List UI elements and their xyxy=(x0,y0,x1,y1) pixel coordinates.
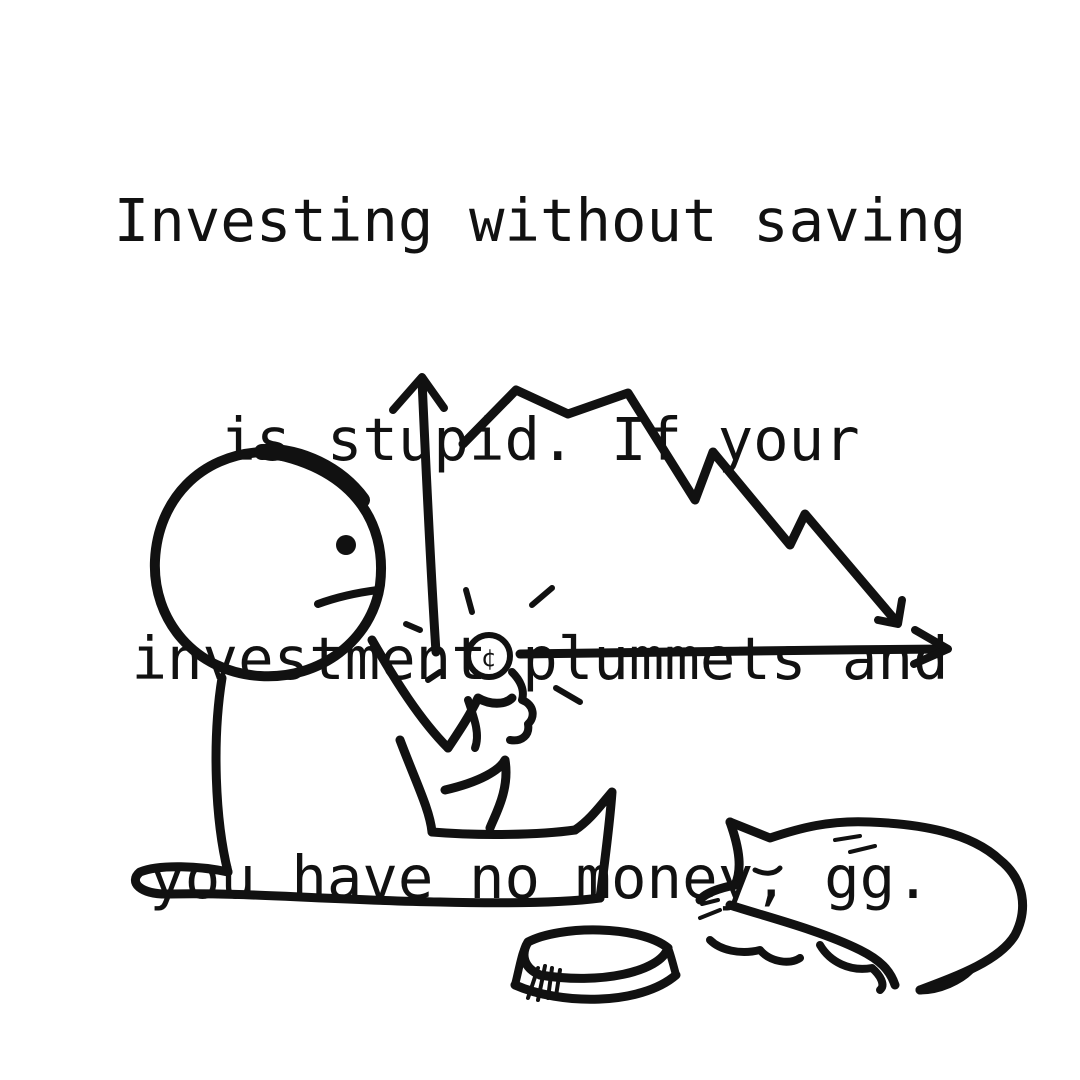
caption-line-2: is stupid. If your xyxy=(220,405,860,474)
person-head xyxy=(149,443,386,682)
coin-cent-symbol: ¢ xyxy=(481,644,496,672)
coin: ¢ xyxy=(403,585,583,705)
sleeping-cat xyxy=(695,817,1028,995)
pet-bowl xyxy=(510,925,681,1004)
chart-axes xyxy=(389,373,952,668)
person-body xyxy=(131,673,617,908)
person-arm xyxy=(367,635,537,753)
person-frown xyxy=(314,586,382,608)
plummet-trend-line xyxy=(458,385,900,625)
person-eye xyxy=(336,535,356,555)
trend-arrowhead xyxy=(874,596,906,628)
caption-line-1: Investing without saving xyxy=(113,186,967,255)
caption-line-3: investment plummets and xyxy=(131,624,949,693)
